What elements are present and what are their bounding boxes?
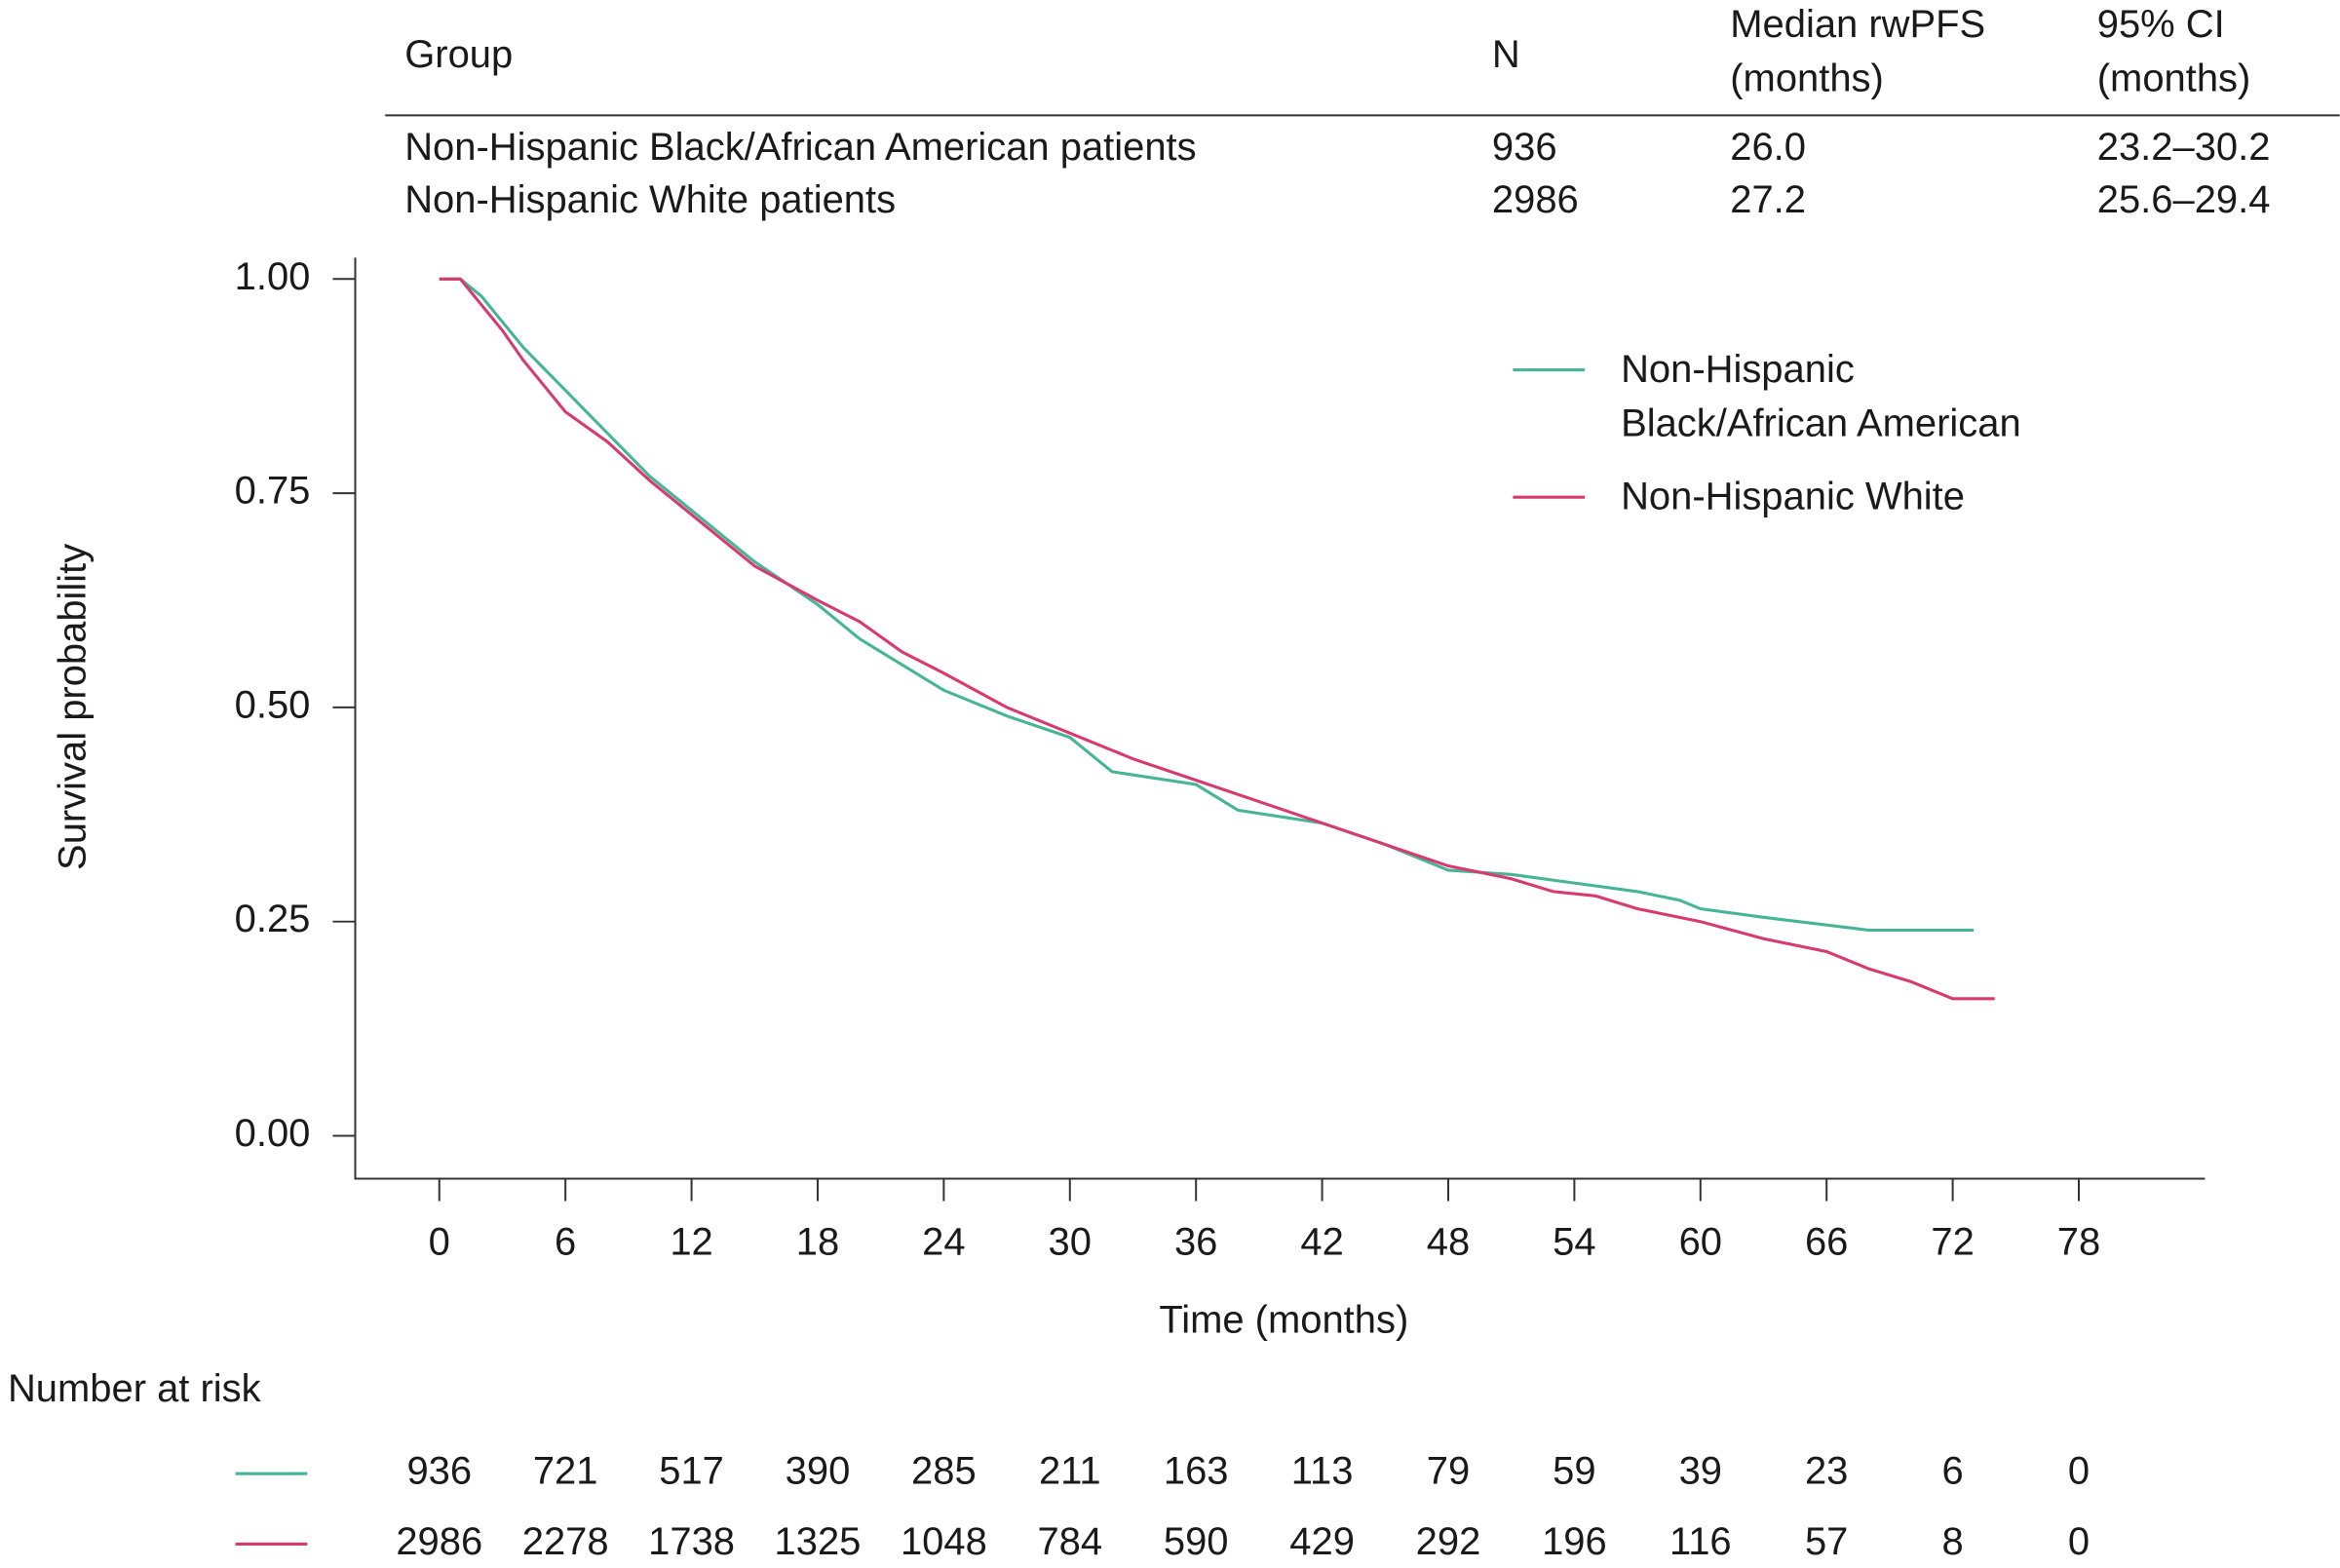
y-tick-label: 0.00 [235, 1112, 311, 1155]
risk-count: 1325 [775, 1520, 862, 1563]
risk-count: 116 [1669, 1520, 1732, 1563]
table-cell: Non-Hispanic White patients [404, 178, 896, 221]
table-header: (months) [1730, 57, 1884, 100]
risk-count: 8 [1941, 1520, 1963, 1563]
table-header: N [1492, 33, 1520, 76]
risk-count: 0 [2068, 1520, 2090, 1563]
risk-count: 390 [786, 1450, 851, 1493]
risk-count: 6 [1941, 1450, 1963, 1493]
risk-count: 784 [1037, 1520, 1102, 1563]
risk-count: 1738 [648, 1520, 735, 1563]
y-tick-label: 1.00 [235, 255, 311, 298]
table-cell: 27.2 [1730, 178, 1806, 221]
x-tick-label: 18 [796, 1221, 839, 1264]
x-tick-label: 36 [1174, 1221, 1217, 1264]
survival-curve [439, 277, 1995, 1001]
risk-count: 2986 [396, 1520, 482, 1563]
risk-count: 39 [1679, 1450, 1722, 1493]
y-axis-label: Survival probability [52, 544, 95, 870]
table-header: Median rwPFS [1730, 3, 1985, 46]
risk-count: 1048 [901, 1520, 987, 1563]
risk-count: 211 [1039, 1450, 1101, 1493]
risk-count: 113 [1291, 1450, 1354, 1493]
y-tick-label: 0.75 [235, 470, 311, 513]
table-header: 95% CI [2097, 3, 2225, 46]
table-header: Group [404, 33, 513, 76]
table-cell: 936 [1492, 126, 1557, 169]
x-tick-label: 24 [922, 1221, 965, 1264]
y-tick-label: 0.50 [235, 683, 311, 726]
y-tick-label: 0.25 [235, 898, 311, 940]
table-header: (months) [2097, 57, 2251, 100]
table-cell: 25.6–29.4 [2097, 178, 2271, 221]
risk-count: 590 [1164, 1520, 1229, 1563]
risk-count: 936 [406, 1450, 472, 1493]
table-cell: 2986 [1492, 178, 1579, 221]
table-cell: Non-Hispanic Black/African American pati… [404, 126, 1196, 169]
risk-count: 0 [2068, 1450, 2090, 1493]
legend-label: Non-Hispanic Black/African American [1621, 348, 2021, 444]
risk-count: 23 [1805, 1450, 1848, 1493]
risk-count: 721 [533, 1450, 598, 1493]
risk-table-title: Number at risk [8, 1367, 262, 1410]
legend-label: Non-Hispanic White [1621, 475, 1965, 517]
axis-frame [354, 257, 2206, 1180]
table-cell: 23.2–30.2 [2097, 126, 2271, 169]
survival-curve [439, 277, 1975, 933]
risk-count: 57 [1805, 1520, 1848, 1563]
x-tick-label: 60 [1679, 1221, 1722, 1264]
x-tick-label: 0 [429, 1221, 450, 1264]
x-tick-label: 30 [1049, 1221, 1092, 1264]
risk-count: 517 [659, 1450, 724, 1493]
x-tick-label: 48 [1427, 1221, 1470, 1264]
x-tick-label: 66 [1805, 1221, 1848, 1264]
risk-count: 429 [1289, 1520, 1355, 1563]
table-cell: 26.0 [1730, 126, 1806, 169]
x-tick-label: 42 [1300, 1221, 1343, 1264]
x-tick-label: 54 [1553, 1221, 1595, 1264]
x-axis-label: Time (months) [1159, 1299, 1408, 1342]
risk-count: 163 [1164, 1450, 1229, 1493]
risk-count: 196 [1542, 1520, 1607, 1563]
x-tick-label: 12 [670, 1221, 712, 1264]
risk-count: 292 [1416, 1520, 1481, 1563]
x-tick-label: 72 [1931, 1221, 1974, 1264]
risk-count: 79 [1427, 1450, 1470, 1493]
x-tick-label: 78 [2057, 1221, 2100, 1264]
risk-count: 2278 [522, 1520, 609, 1563]
risk-count: 285 [911, 1450, 977, 1493]
x-tick-label: 6 [555, 1221, 576, 1264]
risk-count: 59 [1553, 1450, 1595, 1493]
